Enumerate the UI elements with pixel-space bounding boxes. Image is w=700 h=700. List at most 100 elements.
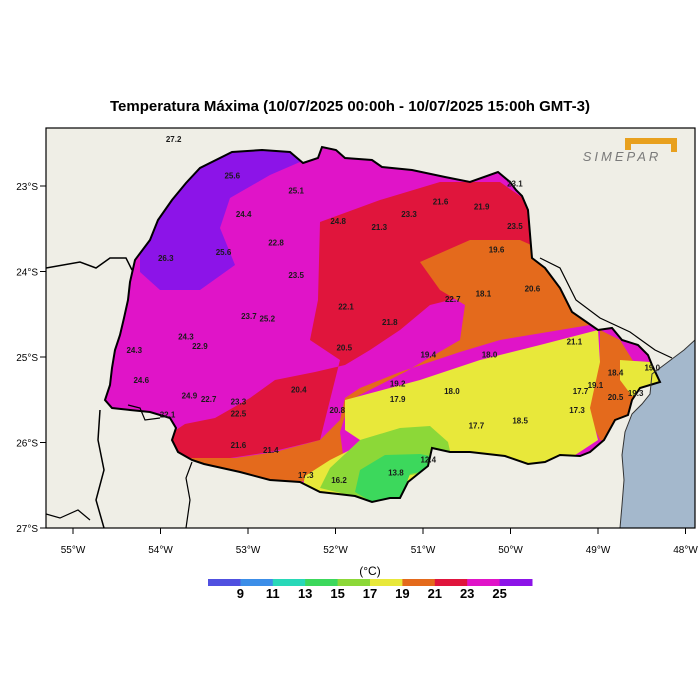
station-value: 19.2 [390, 380, 406, 389]
country-border [95, 409, 105, 528]
country-border [127, 404, 161, 421]
colorbar-unit: (°C) [359, 564, 381, 578]
station-value: 19.3 [628, 389, 644, 398]
x-tick-label: 51°W [411, 545, 436, 556]
station-value: 20.5 [336, 344, 352, 353]
station-value: 19.6 [489, 245, 505, 254]
state-border-sp [539, 257, 673, 359]
station-value: 23.3 [231, 397, 247, 406]
colorbar-label: 21 [428, 586, 442, 601]
station-value: 25.6 [224, 172, 240, 181]
y-tick-label: 25°S [16, 353, 38, 364]
map-frame [45, 127, 696, 529]
station-values: 27.2 25.6 25.1 23.1 24.4 24.8 21.6 21.9 23.3 21.3… [126, 135, 660, 485]
chart-title: Temperatura Máxima (10/07/2025 00:00h - … [110, 98, 590, 115]
station-value: 22.5 [231, 409, 247, 418]
colorbar-swatch [370, 579, 403, 586]
station-value: 17.7 [573, 387, 589, 396]
colorbar-swatch [305, 579, 339, 586]
colorbar-label: 17 [363, 586, 377, 601]
station-value: 22.8 [268, 238, 284, 247]
station-value: 25.6 [216, 248, 232, 257]
station-value: 20.8 [329, 406, 345, 415]
station-value: 19.1 [588, 381, 604, 390]
country-border [46, 509, 91, 521]
simepar-logo: SIMEPAR [583, 138, 677, 164]
coastline [619, 339, 695, 528]
station-value: 24.9 [182, 391, 198, 400]
station-value: 18.0 [482, 350, 498, 359]
station-value: 25.2 [259, 315, 275, 324]
station-value: 23.7 [241, 312, 257, 321]
station-value: 18.4 [608, 368, 624, 377]
station-value: 21.9 [474, 203, 490, 212]
x-axis-ticks: 55°W 54°W 53°W 52°W 51°W 50°W 49°W 48°W [61, 528, 698, 556]
colorbar-swatch [467, 579, 501, 586]
colorbar-label: 25 [492, 586, 506, 601]
station-value: 16.2 [331, 476, 347, 485]
state-border-sc [185, 461, 193, 528]
station-value: 18.1 [476, 290, 492, 299]
colorbar-swatch [240, 579, 274, 586]
station-value: 24.4 [236, 210, 252, 219]
station-value: 13.8 [388, 468, 404, 477]
y-tick-label: 23°S [16, 182, 38, 193]
logo-text: SIMEPAR [583, 149, 662, 164]
colorbar-label: 11 [266, 586, 280, 601]
station-value: 20.6 [525, 285, 541, 294]
station-value: 25.1 [288, 186, 304, 195]
station-value: 12.4 [420, 456, 436, 465]
colorbar-label: 15 [330, 586, 344, 601]
station-value: 19.4 [420, 350, 436, 359]
station-value: 17.9 [390, 395, 406, 404]
x-tick-label: 54°W [148, 545, 173, 556]
station-value: 23.5 [288, 271, 304, 280]
colorbar-swatch [499, 579, 533, 586]
station-value: 18.5 [512, 416, 528, 425]
x-tick-label: 55°W [61, 545, 86, 556]
station-value: 24.3 [126, 346, 142, 355]
station-value: 17.7 [469, 421, 485, 430]
station-value: 23.3 [401, 210, 417, 219]
station-value: 21.8 [382, 318, 398, 327]
x-tick-label: 52°W [323, 545, 348, 556]
station-value: 22.7 [445, 295, 461, 304]
y-axis-ticks: 23°S 24°S 25°S 26°S 27°S [16, 182, 46, 535]
station-value: 17.3 [298, 471, 314, 480]
station-value: 22.7 [201, 395, 217, 404]
ocean-area [620, 340, 695, 528]
station-value: 18.0 [444, 387, 460, 396]
station-value: 21.3 [371, 223, 387, 232]
station-value: 19.0 [644, 363, 660, 372]
station-value: 24.6 [133, 376, 149, 385]
colorbar-swatch [434, 579, 468, 586]
x-tick-label: 48°W [673, 545, 698, 556]
station-value: 21.6 [433, 197, 449, 206]
station-value: 21.6 [231, 441, 247, 450]
station-value: 24.8 [330, 217, 346, 226]
colorbar-swatch [272, 579, 306, 586]
y-tick-label: 27°S [16, 524, 38, 535]
station-value: 24.3 [178, 332, 194, 341]
x-tick-label: 49°W [586, 545, 611, 556]
colorbar-swatch [337, 579, 371, 586]
station-value: 26.3 [158, 254, 174, 263]
x-tick-label: 53°W [236, 545, 261, 556]
station-value: 20.4 [291, 385, 307, 394]
station-value: 20.5 [608, 393, 624, 402]
country-border [46, 257, 133, 271]
y-tick-label: 26°S [16, 439, 38, 450]
x-tick-label: 50°W [498, 545, 523, 556]
station-value: 23.1 [507, 179, 523, 188]
station-value: 21.1 [567, 338, 583, 347]
station-value: 22.9 [192, 342, 208, 351]
parana-state-border [103, 145, 662, 504]
colorbar-label: 19 [395, 586, 409, 601]
station-value: 23.5 [507, 222, 523, 231]
station-value: 21.4 [263, 446, 279, 455]
colorbar-label: 13 [298, 586, 312, 601]
colorbar-swatch [402, 579, 436, 586]
station-value: 27.2 [166, 135, 182, 144]
colorbar: 9 11 13 15 17 19 21 23 25 [208, 579, 533, 601]
